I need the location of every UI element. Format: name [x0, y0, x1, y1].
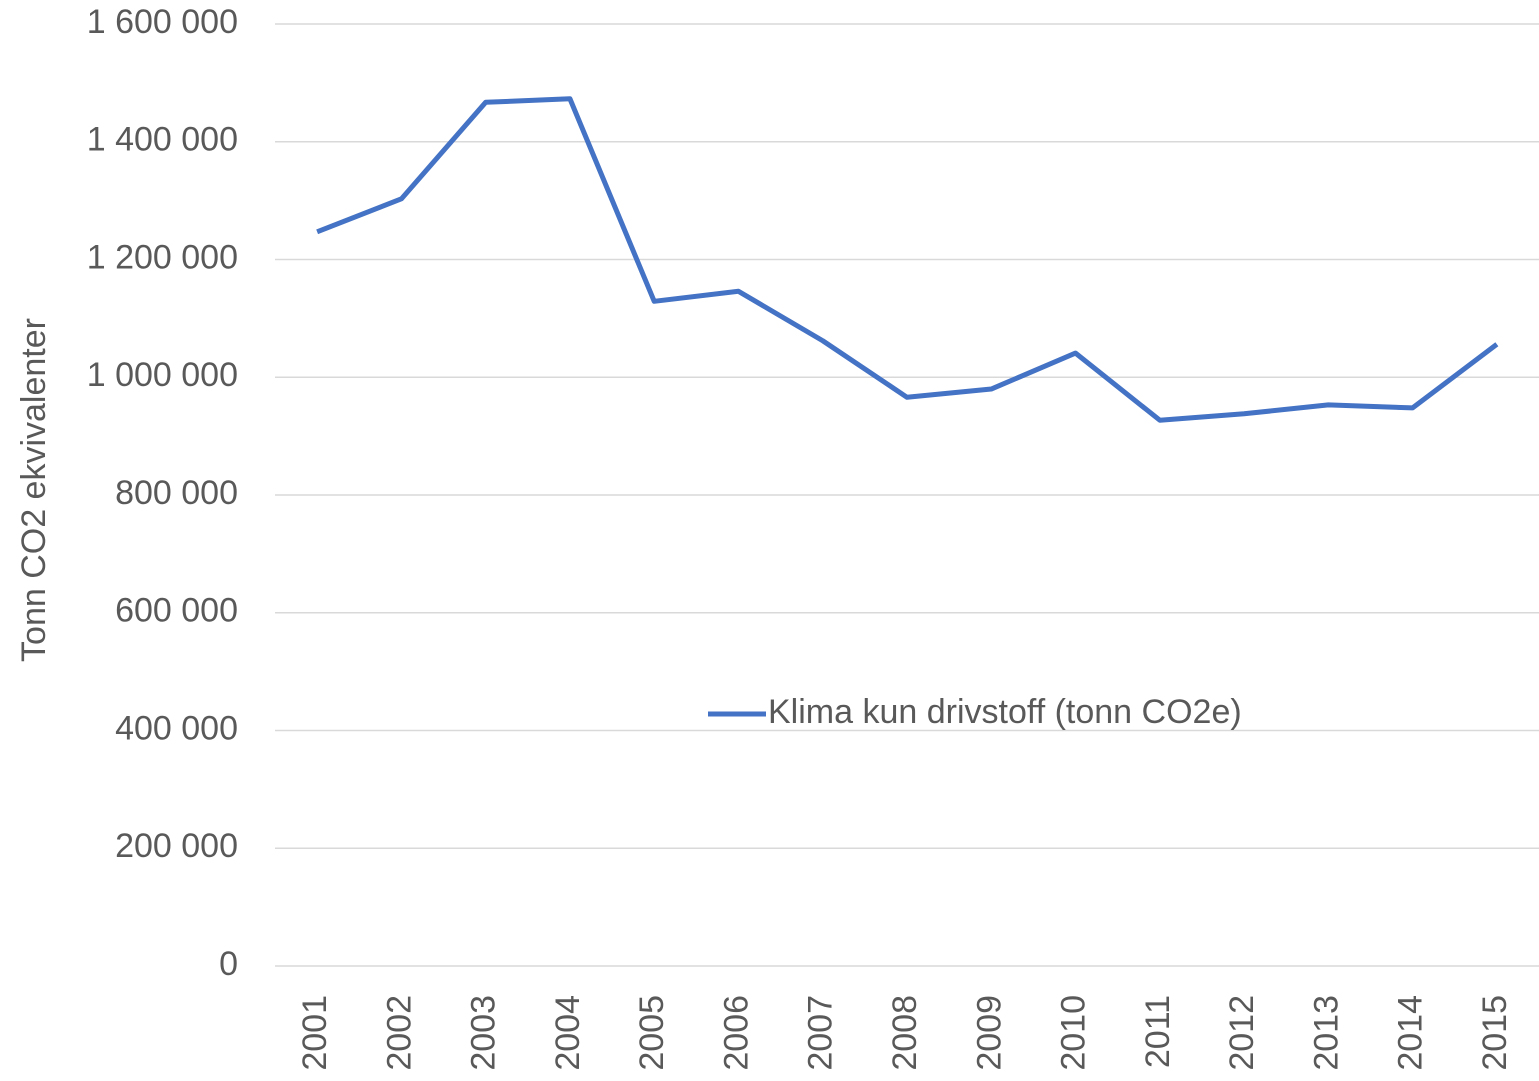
x-tick-label: 2004 [549, 995, 587, 1071]
x-tick-label: 2002 [380, 995, 418, 1071]
y-tick-label: 1 200 000 [87, 238, 238, 276]
y-axis-label: Tonn CO2 ekvivalenter [15, 318, 53, 662]
legend-label: Klima kun drivstoff (tonn CO2e) [768, 693, 1242, 731]
data-line [316, 96, 1499, 423]
x-tick-label: 2005 [633, 995, 671, 1071]
x-tick-label: 2001 [296, 995, 334, 1071]
y-tick-label: 400 000 [115, 709, 238, 747]
y-tick-label: 800 000 [115, 474, 238, 512]
x-tick-label: 2006 [717, 995, 755, 1071]
x-tick-label: 2012 [1223, 995, 1261, 1071]
x-tick-label: 2011 [1139, 995, 1177, 1068]
x-tick-label: 2009 [970, 995, 1008, 1071]
x-tick-label: 2003 [465, 995, 503, 1071]
x-tick-label: 2015 [1476, 995, 1514, 1071]
x-tick-label: 2013 [1307, 995, 1345, 1071]
y-tick-label: 1 400 000 [87, 121, 238, 159]
y-tick-label: 0 [219, 945, 238, 983]
y-tick-label: 1 000 000 [87, 356, 238, 394]
y-tick-label: 1 600 000 [87, 3, 238, 41]
x-tick-label: 2008 [886, 995, 924, 1071]
y-tick-label: 600 000 [115, 592, 238, 630]
y-tick-label: 200 000 [115, 827, 238, 865]
x-tick-label: 2007 [802, 995, 840, 1071]
x-tick-label: 2010 [1055, 995, 1093, 1071]
x-tick-label: 2014 [1392, 995, 1430, 1071]
